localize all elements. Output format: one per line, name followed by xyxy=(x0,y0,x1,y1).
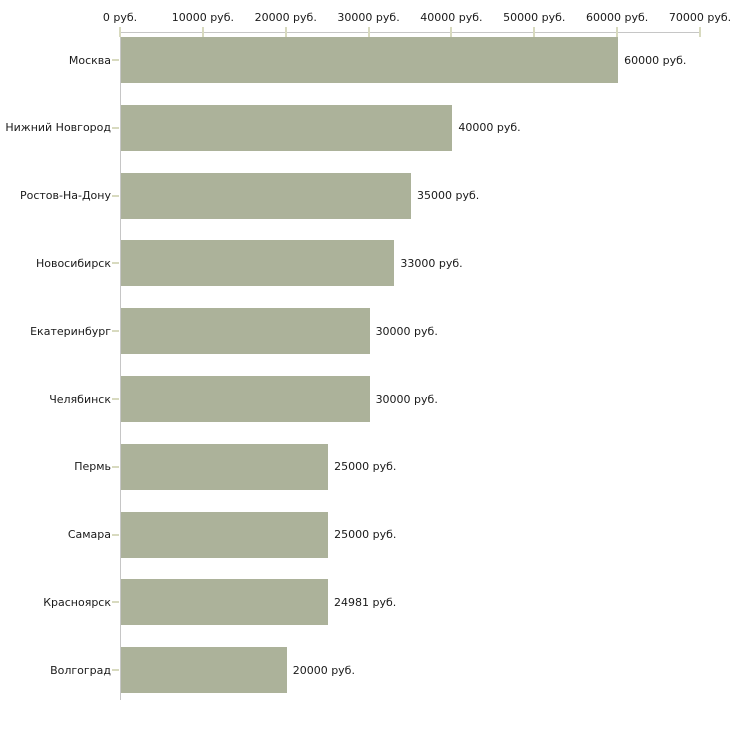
value-label: 25000 руб. xyxy=(334,528,397,542)
x-axis-tick-mark xyxy=(450,27,453,37)
bar xyxy=(121,308,370,355)
y-axis-tick-mark xyxy=(112,669,119,672)
y-axis-tick-mark xyxy=(112,398,119,400)
bar xyxy=(121,172,411,219)
x-axis-line xyxy=(120,32,701,33)
x-axis-tick-mark xyxy=(284,27,287,37)
y-axis-tick-mark xyxy=(112,601,119,604)
category-label: Самара xyxy=(67,528,111,542)
y-axis-tick-mark xyxy=(112,194,119,197)
y-axis-tick-mark xyxy=(112,533,119,536)
x-axis-tick-label: 0 руб. xyxy=(102,11,138,24)
y-axis-tick-mark xyxy=(112,465,119,468)
x-axis-tick-mark xyxy=(616,27,619,37)
category-label: Красноярск xyxy=(43,595,111,609)
y-axis-tick-mark xyxy=(112,126,119,129)
value-label: 40000 руб. xyxy=(458,121,521,135)
x-axis-tick-label: 50000 руб. xyxy=(503,11,566,24)
y-axis-tick-mark xyxy=(112,262,119,265)
value-label: 35000 руб. xyxy=(417,189,480,203)
y-axis-line xyxy=(120,32,121,700)
y-axis-tick-mark xyxy=(112,330,119,333)
x-axis-tick-label: 20000 руб. xyxy=(254,11,317,24)
category-label: Ростов-На-Дону xyxy=(19,189,111,203)
value-label: 25000 руб. xyxy=(334,460,397,474)
x-axis-tick-mark xyxy=(119,27,121,37)
value-label: 60000 руб. xyxy=(624,53,687,67)
bar xyxy=(121,647,287,694)
x-axis-tick-mark xyxy=(533,27,536,37)
bar xyxy=(121,511,329,558)
bar xyxy=(121,240,395,287)
bar xyxy=(121,104,453,151)
x-axis-tick-mark xyxy=(367,27,370,37)
x-axis-tick-label: 40000 руб. xyxy=(420,11,483,24)
value-label: 30000 руб. xyxy=(375,324,438,338)
bar xyxy=(121,376,370,422)
category-label: Нижний Новгород xyxy=(5,121,111,135)
value-label: 30000 руб. xyxy=(375,392,438,406)
x-axis-tick-label: 60000 руб. xyxy=(586,11,649,24)
category-label: Волгоград xyxy=(50,663,111,677)
x-axis-tick-mark xyxy=(201,27,204,37)
x-axis-tick-label: 70000 руб. xyxy=(668,11,730,24)
category-label: Челябинск xyxy=(49,392,111,406)
value-label: 20000 руб. xyxy=(292,663,355,677)
bar xyxy=(121,443,329,490)
category-label: Новосибирск xyxy=(35,256,111,270)
x-axis-tick-mark xyxy=(699,27,701,37)
category-label: Москва xyxy=(68,53,111,67)
bar xyxy=(121,579,328,626)
value-label: 33000 руб. xyxy=(400,256,463,270)
x-axis-tick-label: 10000 руб. xyxy=(171,11,234,24)
value-label: 24981 руб. xyxy=(333,595,397,609)
x-axis-tick-label: 30000 руб. xyxy=(337,11,400,24)
bar xyxy=(121,37,619,83)
category-label: Екатеринбург xyxy=(30,324,111,338)
category-label: Пермь xyxy=(74,460,111,474)
y-axis-tick-mark xyxy=(112,59,119,61)
